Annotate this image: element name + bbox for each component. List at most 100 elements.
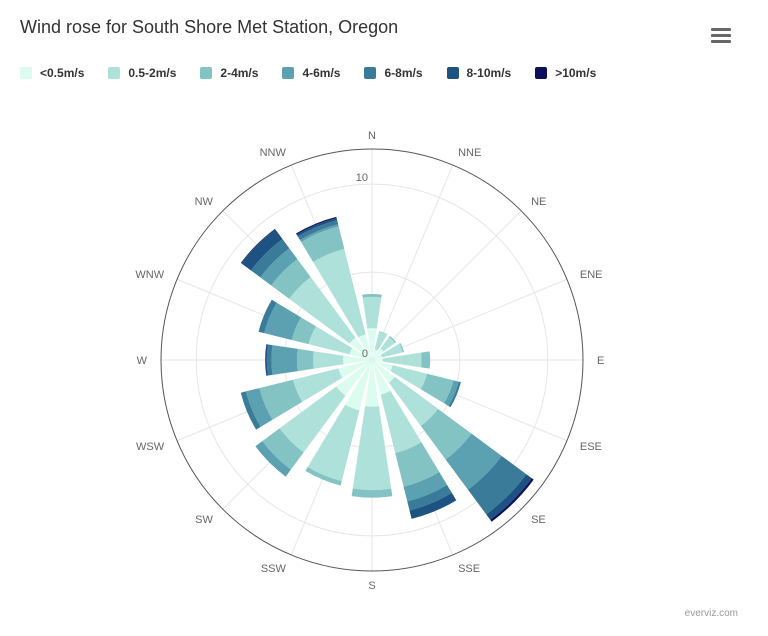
bar-segment-NNE-0[interactable] — [372, 349, 378, 360]
bar-segment-W-0[interactable] — [343, 355, 372, 365]
bar-segment-WSW-1[interactable] — [293, 368, 343, 402]
bar-segment-SSW-2[interactable] — [305, 467, 342, 486]
bar-segment-NE-1[interactable] — [380, 336, 396, 352]
bar-segment-NNW-1[interactable] — [313, 248, 366, 338]
bar-segment-N-0[interactable] — [367, 328, 377, 360]
bar-segment-NE-0[interactable] — [372, 348, 384, 360]
bar-segment-W-3[interactable] — [271, 345, 298, 375]
legend-item[interactable]: 0.5-2m/s — [108, 66, 176, 80]
bar-segment-S-2[interactable] — [351, 488, 393, 498]
bar-segment-SSW-0[interactable] — [345, 360, 372, 411]
legend-item[interactable]: 2-4m/s — [200, 66, 258, 80]
credits-link[interactable]: everviz.com — [684, 608, 738, 619]
bar-segment-SW-0[interactable] — [336, 360, 372, 396]
y-tick-label: 10 — [356, 172, 368, 184]
direction-label: WSW — [136, 441, 165, 453]
legend-swatch — [200, 67, 213, 79]
direction-label: NW — [195, 196, 214, 208]
legend-label: <0.5m/s — [40, 66, 85, 80]
bar-segment-SSE-2[interactable] — [395, 442, 440, 487]
bar-segment-E-1[interactable] — [382, 352, 422, 368]
legend-swatch — [446, 67, 459, 79]
bar-segment-ESE-3[interactable] — [444, 380, 459, 407]
bar-segment-ESE-4[interactable] — [448, 381, 461, 408]
legend-item[interactable]: 6-8m/s — [364, 66, 423, 80]
bar-segment-N-1[interactable] — [362, 296, 382, 329]
bar-segment-W-5[interactable] — [265, 344, 269, 376]
bar-segment-NNW-4[interactable] — [297, 220, 339, 241]
bar-segment-NW-1[interactable] — [289, 277, 356, 344]
bar-segment-SW-1[interactable] — [279, 386, 346, 453]
legend-item[interactable]: >10m/s — [535, 66, 596, 80]
legend-swatch — [535, 67, 548, 79]
bar-segment-NW-3[interactable] — [260, 248, 298, 286]
bar-segment-ENE-1[interactable] — [380, 343, 403, 358]
bar-segment-SSW-1[interactable] — [307, 404, 360, 482]
direction-label: ESE — [580, 441, 602, 453]
bar-segment-WNW-4[interactable] — [258, 299, 277, 334]
bar-segment-SSE-0[interactable] — [372, 360, 391, 395]
bar-segment-NW-0[interactable] — [349, 337, 372, 360]
legend-item[interactable]: 8-10m/s — [446, 66, 512, 80]
legend-label: 6-8m/s — [384, 66, 423, 80]
bar-segment-SE-1[interactable] — [388, 376, 439, 427]
legend-label: 8-10m/s — [466, 66, 512, 80]
bar-segment-SE-0[interactable] — [372, 360, 395, 383]
bar-segment-E-0[interactable] — [372, 358, 383, 362]
bar-segment-NNW-5[interactable] — [296, 218, 338, 237]
direction-label: NNE — [458, 147, 481, 159]
bar-segment-SW-2[interactable] — [262, 428, 304, 470]
legend-item[interactable]: <0.5m/s — [20, 66, 84, 80]
bar-segment-SE-5[interactable] — [486, 474, 532, 520]
legend-label: 2-4m/s — [220, 66, 259, 80]
bar-segment-WNW-2[interactable] — [291, 317, 316, 345]
bar-segment-NNW-6[interactable] — [296, 216, 337, 235]
bar-segment-SSE-3[interactable] — [403, 471, 448, 502]
bar-segment-SE-3[interactable] — [445, 433, 502, 490]
bar-segment-SE-4[interactable] — [468, 456, 527, 515]
bar-segment-SE-6[interactable] — [490, 478, 534, 522]
bar-segment-ESE-0[interactable] — [372, 360, 393, 372]
bar-segment-NW-4[interactable] — [251, 239, 290, 278]
bar-segment-WSW-3[interactable] — [245, 388, 273, 427]
bar-segment-NNW-0[interactable] — [358, 334, 372, 360]
bar-segment-S-0[interactable] — [365, 360, 379, 407]
bar-segment-W-2[interactable] — [296, 348, 314, 372]
bar-segment-N-2[interactable] — [362, 294, 382, 298]
bar-segment-WNW-1[interactable] — [308, 326, 353, 355]
bar-segment-WNW-3[interactable] — [264, 302, 302, 340]
bar-segment-SSE-4[interactable] — [407, 484, 452, 511]
legend-item[interactable]: 4-6m/s — [282, 66, 340, 80]
bar-segment-WSW-0[interactable] — [338, 360, 372, 378]
bar-segment-NNW-2[interactable] — [301, 226, 345, 262]
bar-segment-WSW-2[interactable] — [259, 379, 303, 420]
bar-segment-S-1[interactable] — [352, 406, 392, 491]
legend-swatch — [282, 67, 295, 79]
bar-segment-SE-2[interactable] — [420, 408, 472, 460]
bar-segment-WNW-0[interactable] — [349, 348, 372, 360]
bar-segment-E-2[interactable] — [421, 351, 431, 369]
bar-segment-ENE-2[interactable] — [399, 342, 405, 353]
legend-label: 0.5-2m/s — [128, 66, 177, 80]
legend-swatch — [108, 67, 121, 79]
direction-label: NNW — [260, 147, 287, 159]
bar-segment-NNW-3[interactable] — [299, 224, 339, 242]
bar-segment-ESE-2[interactable] — [420, 373, 454, 404]
bar-segment-NW-5[interactable] — [241, 229, 283, 271]
bar-segment-SSE-5[interactable] — [409, 492, 457, 519]
bar-segment-ENE-0[interactable] — [372, 354, 383, 360]
bar-segment-NNE-1[interactable] — [374, 330, 388, 351]
bar-segment-ESE-1[interactable] — [390, 365, 428, 390]
bar-segment-SSE-1[interactable] — [380, 390, 422, 454]
bar-segment-W-4[interactable] — [266, 344, 273, 376]
bar-segment-W-1[interactable] — [313, 351, 344, 369]
direction-label: SE — [531, 514, 546, 526]
hamburger-menu-icon[interactable] — [711, 28, 731, 44]
bar-segment-NW-2[interactable] — [271, 259, 311, 299]
bar-segment-WSW-4[interactable] — [240, 391, 261, 430]
bar-segment-NE-2[interactable] — [389, 335, 397, 343]
grid-spoke — [371, 210, 522, 361]
bar-segment-SW-3[interactable] — [255, 441, 291, 477]
direction-label: E — [597, 355, 604, 367]
y-tick-label: 0 — [362, 348, 368, 360]
